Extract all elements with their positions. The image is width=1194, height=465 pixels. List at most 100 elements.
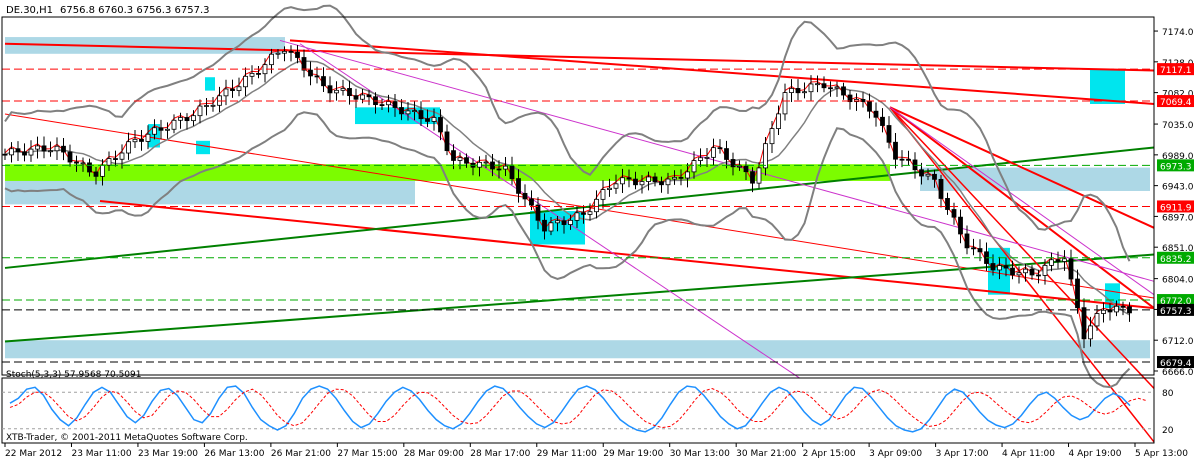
candle-body xyxy=(1023,268,1028,274)
candle-body xyxy=(652,176,658,183)
candle-body xyxy=(2,153,8,156)
candle-body xyxy=(529,198,534,206)
upper-band xyxy=(4,4,1131,262)
candle-body xyxy=(555,220,560,224)
candle-body xyxy=(763,143,768,169)
candle-body xyxy=(256,72,261,75)
price-tag-label: 7069.4 xyxy=(1160,98,1192,108)
candle-body xyxy=(815,83,820,86)
candle-body xyxy=(438,117,443,133)
x-tick-label: 5 Apr 13:00 xyxy=(1135,449,1188,459)
candle-body xyxy=(1088,325,1093,340)
trendline xyxy=(99,200,1155,310)
candle-body xyxy=(938,178,944,199)
candle-body xyxy=(1068,258,1074,280)
candle-body xyxy=(789,88,794,93)
y-tick-label: 7174.0 xyxy=(1162,28,1194,38)
x-tick-label: 2 Apr 15:00 xyxy=(803,449,856,459)
stoch-k-line xyxy=(9,385,1131,433)
candle-body xyxy=(834,86,840,89)
candle-body xyxy=(1016,272,1022,276)
candlesticks xyxy=(2,45,1132,349)
candle-body xyxy=(704,156,710,159)
candle-body xyxy=(1042,264,1048,276)
candle-body xyxy=(873,110,879,118)
candle-body xyxy=(542,219,547,232)
candle-body xyxy=(561,220,567,225)
candle-body xyxy=(54,145,60,152)
horizontal-levels xyxy=(2,68,1154,363)
candle-body xyxy=(665,178,671,186)
candle-body xyxy=(197,105,203,117)
chart-frame xyxy=(1,16,1155,376)
candle-body xyxy=(600,189,606,200)
candle-body xyxy=(366,94,372,98)
candle-body xyxy=(769,128,775,145)
candle-body xyxy=(1120,305,1126,308)
candle-body xyxy=(522,192,528,200)
y-tick-label: 6712.0 xyxy=(1162,337,1194,347)
candle-body xyxy=(1049,259,1054,266)
candle-body xyxy=(93,171,99,177)
candle-body xyxy=(821,83,827,89)
trendline xyxy=(889,106,1155,389)
candle-body xyxy=(847,94,853,103)
candle-body xyxy=(126,141,131,154)
candle-body xyxy=(418,110,424,120)
candle-body xyxy=(145,133,151,142)
candle-body xyxy=(74,161,79,164)
trendlines xyxy=(4,39,1155,443)
lower-band xyxy=(4,111,1131,389)
candle-body xyxy=(321,76,326,87)
trendline xyxy=(4,253,1155,343)
candle-body xyxy=(204,105,209,107)
candle-body xyxy=(139,138,144,142)
candle-body xyxy=(178,117,183,121)
price-tag xyxy=(1157,303,1194,316)
candle-body xyxy=(1075,278,1080,309)
candle-body xyxy=(1101,309,1106,314)
trendline xyxy=(889,106,1155,229)
candle-body xyxy=(61,145,66,153)
price-tag-label: 6973.3 xyxy=(1160,162,1192,172)
x-tick-label: 28 Mar 17:00 xyxy=(470,449,530,459)
candle-body xyxy=(607,187,612,190)
candle-body xyxy=(353,95,359,100)
x-tick-label: 27 Mar 15:00 xyxy=(337,449,397,459)
price-tag-label: 6911.9 xyxy=(1160,203,1192,213)
price-axis: 7174.07128.07082.07035.06989.06943.06897… xyxy=(1,16,1194,378)
candle-body xyxy=(737,165,742,168)
price-tag xyxy=(1157,200,1194,213)
stoch-level-label: 80 xyxy=(1162,389,1174,399)
candle-body xyxy=(48,150,53,153)
candle-body xyxy=(119,152,125,160)
candle-body xyxy=(860,99,866,103)
candle-body xyxy=(87,162,92,173)
watermark: XTB-Trader, © 2001-2011 MetaQuotes Softw… xyxy=(6,433,248,443)
middle-band xyxy=(4,60,1130,316)
trendline xyxy=(289,39,1155,105)
candle-body xyxy=(893,141,898,160)
candle-body xyxy=(451,150,456,161)
candle-body xyxy=(568,219,573,225)
price-tag xyxy=(1157,63,1194,76)
price-tag xyxy=(1157,159,1194,172)
candle-body xyxy=(535,204,541,221)
candle-body xyxy=(841,86,846,96)
y-tick-label: 7082.0 xyxy=(1162,90,1194,100)
candle-body xyxy=(912,159,918,171)
zone-box xyxy=(920,167,1150,191)
y-tick-label: 7035.0 xyxy=(1162,121,1194,131)
candle-body xyxy=(67,151,73,163)
y-tick-label: 6804.0 xyxy=(1162,276,1194,286)
candle-body xyxy=(347,88,352,97)
candle-body xyxy=(41,145,47,152)
price-tag xyxy=(1157,251,1194,264)
trendline xyxy=(889,106,1155,296)
candle-body xyxy=(158,127,164,131)
candle-body xyxy=(646,176,651,182)
y-tick-label: 6851.0 xyxy=(1162,244,1194,254)
cyan-zone xyxy=(1090,69,1125,104)
candle-body xyxy=(308,69,313,77)
